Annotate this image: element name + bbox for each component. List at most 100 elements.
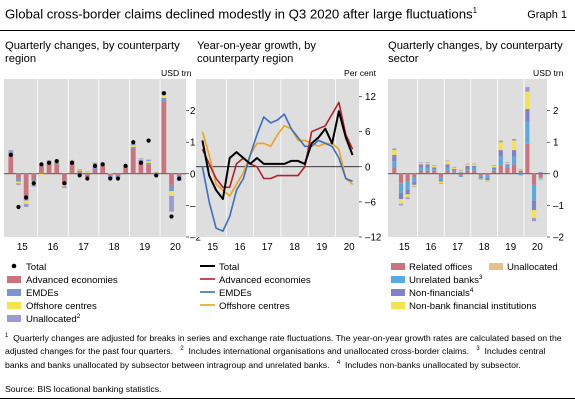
footnote-1: Quarterly changes are adjusted for break… (5, 332, 562, 357)
bar-segment (492, 165, 497, 168)
bar-segment (130, 143, 136, 146)
bar-segment (69, 159, 75, 161)
legend-label-unrelated: Unrelated banks3 (409, 274, 483, 286)
bar-segment (392, 148, 397, 151)
bar-segment (77, 169, 83, 171)
bar-segment (107, 175, 113, 177)
panel2-background (196, 79, 359, 237)
bar-segment (498, 165, 503, 174)
series-line-emdes (201, 113, 353, 232)
x-tick-label: 15 (399, 242, 410, 253)
bar-segment (538, 178, 543, 180)
bar-segment (452, 167, 457, 170)
total-dot (123, 163, 128, 168)
bar-segment (458, 170, 463, 173)
bar-segment (62, 173, 67, 184)
bar-segment (405, 189, 410, 195)
bar-segment (412, 176, 417, 182)
y-tick-label: 1 (553, 138, 558, 149)
bar-segment (518, 173, 523, 176)
total-dot (54, 159, 59, 164)
bar-segment (23, 173, 29, 198)
legend-label-nonfin: Non-financials4 (409, 287, 474, 299)
bar-segment (432, 169, 437, 171)
bar-segment (458, 170, 463, 171)
bar-segment (146, 164, 151, 174)
bar-segment (146, 162, 151, 165)
bar-segment (16, 178, 21, 182)
chart-title: Global cross-border claims declined mode… (5, 6, 478, 22)
bar-segment (84, 173, 90, 177)
bar-segment (169, 184, 174, 192)
bar-segment (498, 142, 503, 151)
bar-segment (392, 154, 397, 162)
bar-segment (161, 94, 167, 98)
bar-segment (478, 176, 483, 179)
series-line-offshore-centres (201, 125, 354, 197)
bar-segment (512, 150, 517, 157)
graph-label: Graph 1 (527, 9, 567, 21)
legend-label-total: Total (219, 262, 239, 273)
bar-segment (485, 173, 490, 176)
y-tick-label: 2 (553, 106, 558, 117)
bar-segment (525, 121, 530, 144)
y-tick-label: –2 (553, 233, 564, 244)
bar-segment (8, 153, 14, 174)
legend-label-offshore: Offshore centres (26, 301, 97, 312)
bar-segment (405, 173, 410, 182)
bar-segment (418, 162, 423, 165)
bar-segment (505, 162, 510, 163)
bar-segment (392, 167, 397, 174)
bar-segment (412, 184, 417, 187)
y-tick-label: –6 (365, 197, 376, 208)
bar-segment (392, 161, 397, 168)
bar-segment (92, 162, 98, 165)
bar-segment (425, 164, 430, 168)
bar-segment (176, 175, 182, 177)
y-tick-label: –12 (365, 233, 381, 244)
bar-segment (485, 180, 490, 181)
bar-segment (472, 163, 477, 165)
bar-segment (512, 164, 517, 174)
total-dot (115, 176, 121, 181)
x-tick-label: 19 (316, 242, 327, 253)
bar-segment (438, 180, 443, 182)
bar-segment (62, 184, 67, 187)
bar-segment (492, 169, 497, 171)
total-dot (69, 160, 75, 165)
bar-segment (84, 172, 90, 174)
bar-segment (123, 167, 128, 174)
bar-segment (512, 140, 517, 151)
total-dot (24, 195, 29, 200)
legend-swatch-unallocated-sector (489, 263, 503, 270)
legend-label-related: Related offices (409, 262, 472, 273)
bar-segment (452, 169, 457, 171)
legend-label-advanced-economies: Advanced economies (219, 275, 311, 286)
x-tick-label: 16 (235, 242, 246, 253)
total-dot (146, 138, 151, 143)
x-tick-label: 20 (532, 242, 543, 253)
legend-label-advanced: Advanced economies (26, 275, 118, 286)
bar-segment (531, 210, 537, 219)
bar-segment (472, 167, 477, 171)
unit-label: USD trn (533, 68, 564, 78)
bar-segment (153, 172, 159, 174)
bar-segment (16, 183, 21, 185)
bar-segment (438, 173, 443, 177)
bar-segment (398, 183, 404, 193)
bar-segment (418, 164, 423, 168)
bar-segment (138, 159, 144, 162)
bar-segment (138, 158, 144, 159)
bar-segment (445, 160, 450, 162)
bar-segment (161, 101, 167, 174)
x-tick-label: 20 (344, 242, 355, 253)
bar-segment (115, 173, 121, 176)
x-tick-label: 19 (505, 242, 516, 253)
bar-segment (418, 167, 423, 171)
bar-segment (8, 150, 14, 152)
bar-segment (452, 166, 457, 168)
bar-segment (531, 173, 537, 185)
bar-segment (478, 179, 483, 180)
bar-segment (478, 175, 483, 177)
bar-segment (146, 159, 151, 162)
